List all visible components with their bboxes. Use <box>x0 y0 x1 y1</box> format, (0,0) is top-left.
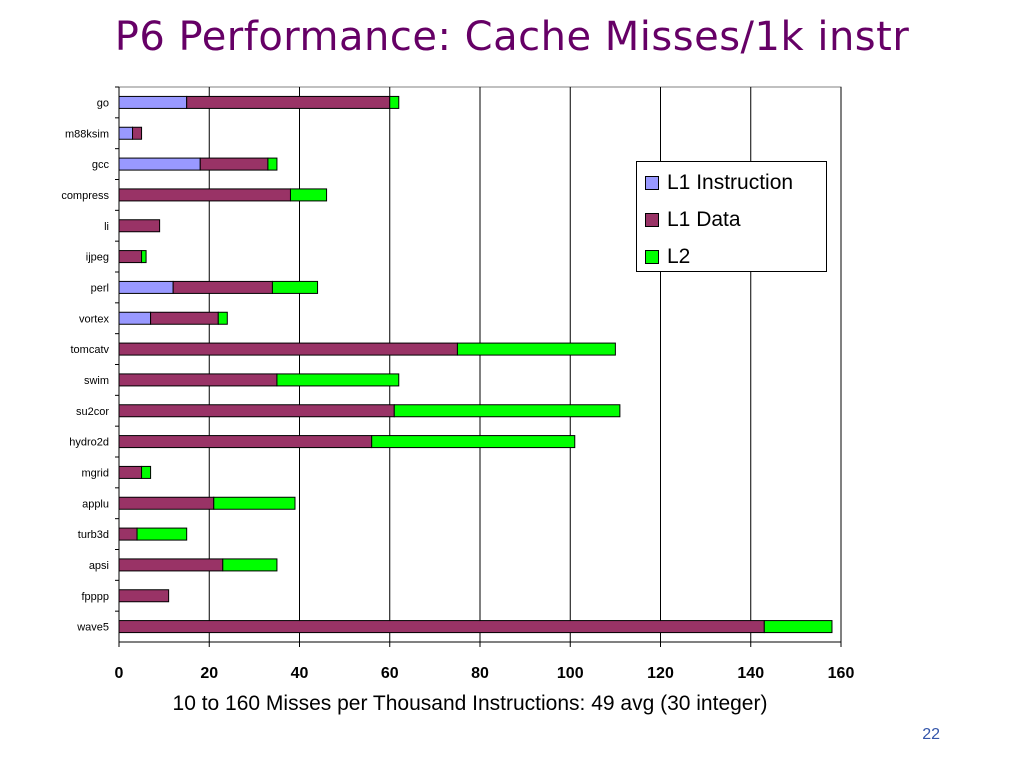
x-tick-label: 100 <box>557 665 584 682</box>
tick-labels: 0 20 40 60 80 100 120 140 160 go m88ksim gcc compres… <box>61 97 854 682</box>
slide-title: P6 Performance: Cache Misses/1k instr <box>114 14 910 60</box>
bar-segment-l1-instruction-vortex <box>118 311 152 325</box>
axes <box>115 86 842 647</box>
chart-legend: L1 Instruction L1 Data L2 <box>636 161 827 272</box>
legend-swatch-l2 <box>645 250 659 264</box>
bar-segment-l2-ijpeg <box>141 250 147 264</box>
bar-segment-l1-data-mgrid <box>118 465 143 479</box>
category-label: tomcatv <box>70 344 109 356</box>
category-label: swim <box>84 375 109 387</box>
legend-item-l1-instruction: L1 Instruction <box>645 171 793 195</box>
legend-label: L2 <box>667 245 691 268</box>
x-tick-label: 140 <box>737 665 764 682</box>
bar-segment-l1-data-wave5 <box>118 620 765 634</box>
bar-segment-l2-compress <box>289 188 328 202</box>
legend-swatch-l1-data <box>645 213 659 227</box>
category-label: compress <box>61 190 109 202</box>
category-label: vortex <box>79 313 109 325</box>
bar-segment-l1-data-m88ksim <box>132 126 143 140</box>
legend-label: L1 Data <box>667 208 741 231</box>
x-tick-label: 40 <box>291 665 309 682</box>
x-axis-caption: 10 to 160 Misses per Thousand Instructio… <box>172 692 768 715</box>
category-label: go <box>97 97 109 109</box>
bar-segment-l1-data-compress <box>118 188 291 202</box>
bar-segment-l1-data-perl <box>172 280 273 294</box>
bar-segment-l1-instruction-perl <box>118 280 174 294</box>
x-tick-label: 80 <box>471 665 489 682</box>
category-label: hydro2d <box>69 437 109 449</box>
bar-segment-l2-vortex <box>217 311 228 325</box>
bar-segment-l1-instruction-m88ksim <box>118 126 134 140</box>
category-label: fpppp <box>81 591 109 603</box>
bar-segment-l2-turb3d <box>136 527 188 541</box>
bar-segment-l1-data-swim <box>118 373 278 387</box>
bar-segment-l1-data-turb3d <box>118 527 138 541</box>
category-label: turb3d <box>78 529 109 541</box>
bar-segment-l2-tomcatv <box>456 342 616 356</box>
category-label: applu <box>82 498 109 510</box>
bar-segment-l1-data-ijpeg <box>118 250 143 264</box>
category-label: apsi <box>89 560 109 572</box>
x-tick-label: 160 <box>828 665 855 682</box>
legend-item-l2: L2 <box>645 245 690 269</box>
category-label: su2cor <box>76 406 109 418</box>
bar-segment-l1-instruction-go <box>118 95 188 109</box>
bar-segment-l1-instruction-gcc <box>118 157 201 171</box>
bar-segment-l1-data-vortex <box>150 311 219 325</box>
bar-segment-l1-data-fpppp <box>118 589 170 603</box>
category-label: m88ksim <box>65 128 109 140</box>
category-label: perl <box>91 282 109 294</box>
bar-segment-l2-apsi <box>222 558 278 572</box>
legend-item-l1-data: L1 Data <box>645 208 741 232</box>
bar-segment-l1-data-hydro2d <box>118 435 373 449</box>
bar-segment-l2-wave5 <box>763 620 833 634</box>
bar-segment-l2-mgrid <box>141 465 152 479</box>
legend-label: L1 Instruction <box>667 171 794 194</box>
bar-segment-l2-hydro2d <box>371 435 576 449</box>
bar-segment-l1-data-go <box>186 95 391 109</box>
bar-segment-l2-go <box>389 95 400 109</box>
x-tick-label: 0 <box>115 665 124 682</box>
bar-segment-l2-perl <box>271 280 319 294</box>
category-label: wave5 <box>76 622 109 634</box>
bar-segment-l1-data-gcc <box>199 157 269 171</box>
x-tick-label: 60 <box>381 665 399 682</box>
bar-segment-l2-swim <box>276 373 400 387</box>
bar-segment-l1-data-apsi <box>118 558 224 572</box>
bar-segment-l1-data-su2cor <box>118 404 395 418</box>
bar-segment-l1-data-li <box>118 219 161 233</box>
category-label: mgrid <box>81 467 109 479</box>
bar-segment-l2-su2cor <box>393 404 621 418</box>
category-label: li <box>104 221 109 233</box>
slide-number: 22 <box>922 726 940 743</box>
bar-segment-l1-data-tomcatv <box>118 342 458 356</box>
bar-segment-l2-gcc <box>267 157 278 171</box>
x-tick-label: 20 <box>200 665 218 682</box>
category-label: ijpeg <box>86 252 109 264</box>
bar-segment-l1-data-applu <box>118 496 215 510</box>
bars <box>118 95 833 634</box>
legend-swatch-l1-instruction <box>645 176 659 190</box>
x-tick-label: 120 <box>647 665 674 682</box>
bar-segment-l2-applu <box>213 496 296 510</box>
category-label: gcc <box>92 159 110 171</box>
